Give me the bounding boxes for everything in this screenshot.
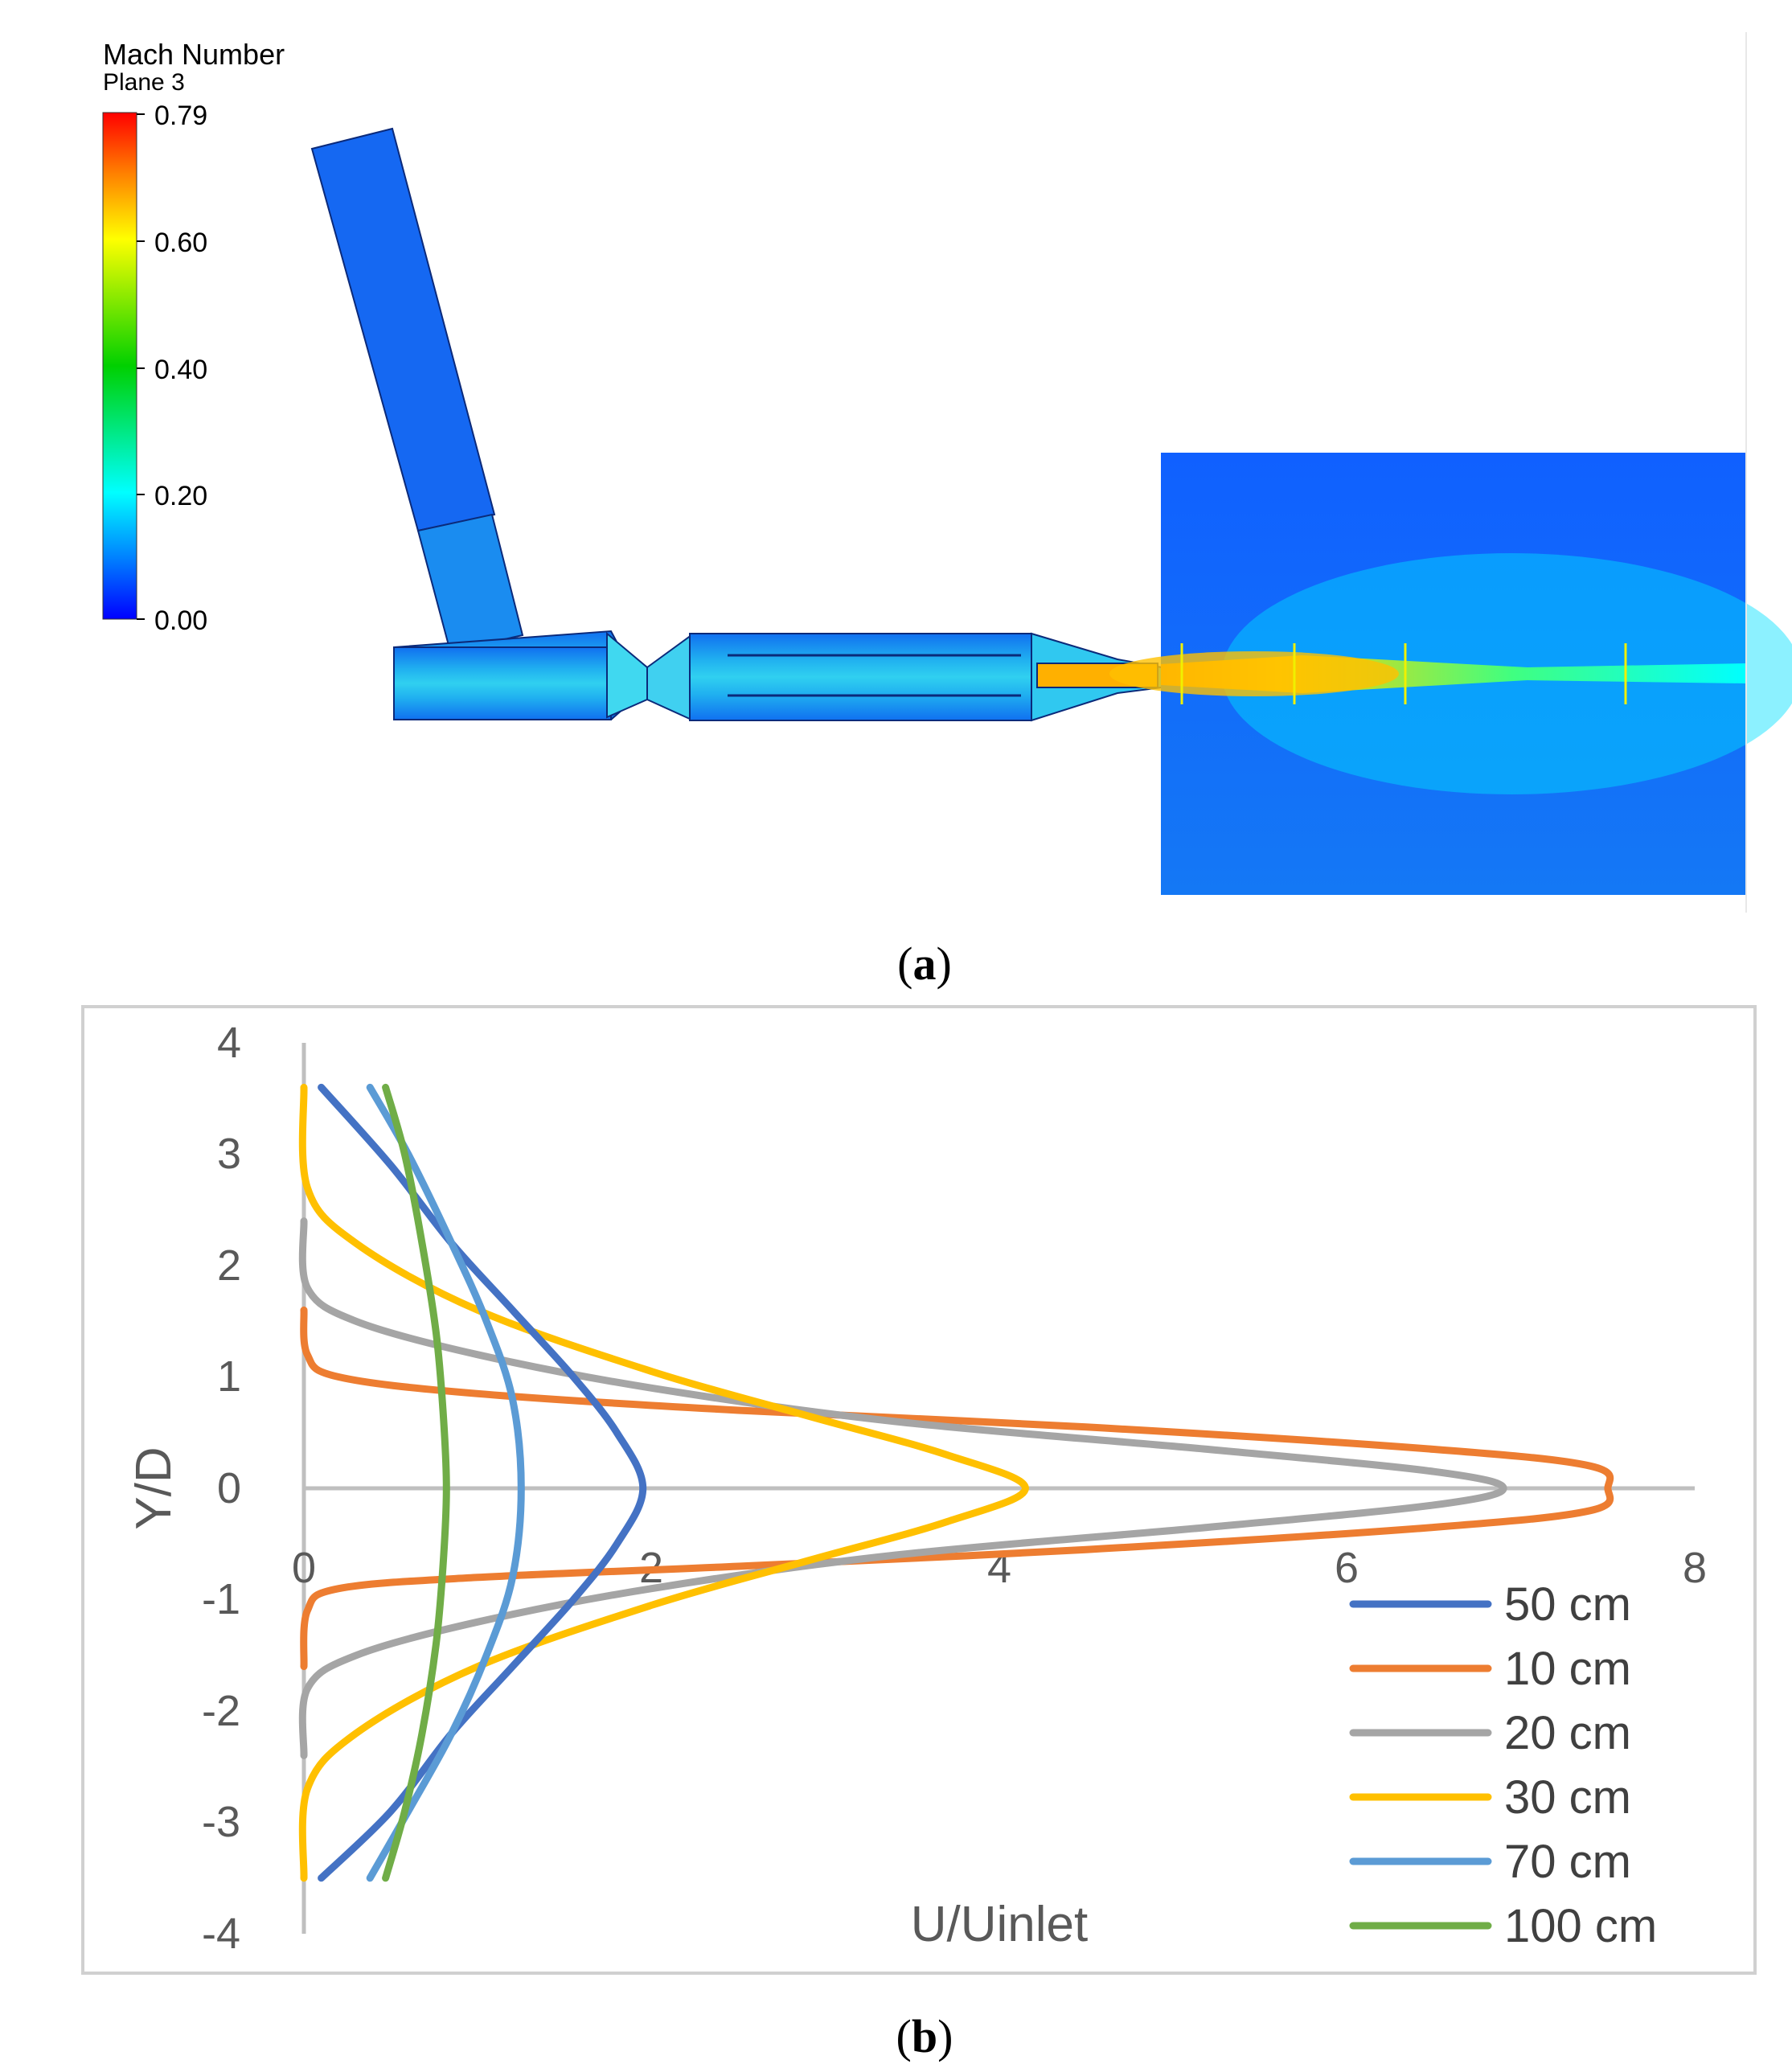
x-tick-label: 8 <box>1683 1544 1707 1592</box>
y-tick-label: -3 <box>202 1798 240 1846</box>
series-line-70-cm <box>366 1083 525 1882</box>
caption-b: (b) <box>896 2010 953 2062</box>
plenum-body <box>393 646 612 720</box>
caption-a: (a) <box>897 938 952 990</box>
y-tick-labels: 4 3 2 1 0 -1 -2 -3 -4 <box>202 1019 241 1958</box>
legend-label: 30 cm <box>1504 1771 1631 1824</box>
y-tick-label: 1 <box>217 1352 241 1401</box>
colorbar <box>102 112 137 620</box>
y-axis-label: Y/D <box>126 1446 182 1529</box>
colorbar-tick-label: 0.00 <box>154 605 207 636</box>
y-tick-label: 4 <box>217 1019 241 1067</box>
colorbar-ticks: 0.79 0.60 0.40 0.20 0.00 <box>137 101 207 636</box>
inclined-pipe <box>310 127 496 532</box>
diffuser <box>646 634 692 721</box>
colorbar-tick-label: 0.20 <box>154 481 207 511</box>
series-line-10-cm <box>300 1306 1614 1671</box>
legend-label: 20 cm <box>1504 1707 1631 1759</box>
legend-label: 100 cm <box>1504 1900 1657 1952</box>
legend-label: 50 cm <box>1504 1578 1631 1631</box>
colorbar-tick-label: 0.79 <box>154 101 207 131</box>
colorbar-tick-label: 0.60 <box>154 228 207 258</box>
series-lines <box>298 1083 1614 1882</box>
main-duct <box>689 633 1032 721</box>
y-tick-label: -2 <box>202 1687 240 1735</box>
panel-a: Mach Number Plane 3 0.79 0.60 0.40 0.20 … <box>102 32 1792 990</box>
throat <box>606 631 648 719</box>
y-tick-label: 0 <box>217 1464 241 1512</box>
series-line-20-cm <box>298 1217 1507 1759</box>
inclined-pipe-lower <box>416 513 524 653</box>
chart-axes <box>301 1043 1695 1934</box>
colorbar-tick-label: 0.40 <box>154 355 207 385</box>
colorbar-title: Mach Number <box>103 38 285 71</box>
y-tick-label: 2 <box>217 1241 241 1290</box>
y-tick-label: 3 <box>217 1130 241 1178</box>
y-tick-label: -1 <box>202 1575 240 1623</box>
x-axis-label: U/Uinlet <box>911 1897 1089 1952</box>
panel-b: 4 3 2 1 0 -1 -2 -3 -4 0 2 4 6 8 Y/D U/Ui… <box>81 1005 1757 2062</box>
y-tick-label: -4 <box>202 1910 240 1958</box>
legend-label: 70 cm <box>1504 1836 1631 1888</box>
legend: 50 cm 10 cm 20 cm 30 cm 70 cm 100 cm <box>1349 1578 1657 1952</box>
legend-label: 10 cm <box>1504 1643 1631 1695</box>
x-tick-label: 6 <box>1335 1544 1359 1592</box>
series-line-100-cm <box>382 1083 450 1882</box>
colorbar-subtitle: Plane 3 <box>103 69 185 96</box>
x-tick-label: 0 <box>292 1544 316 1592</box>
